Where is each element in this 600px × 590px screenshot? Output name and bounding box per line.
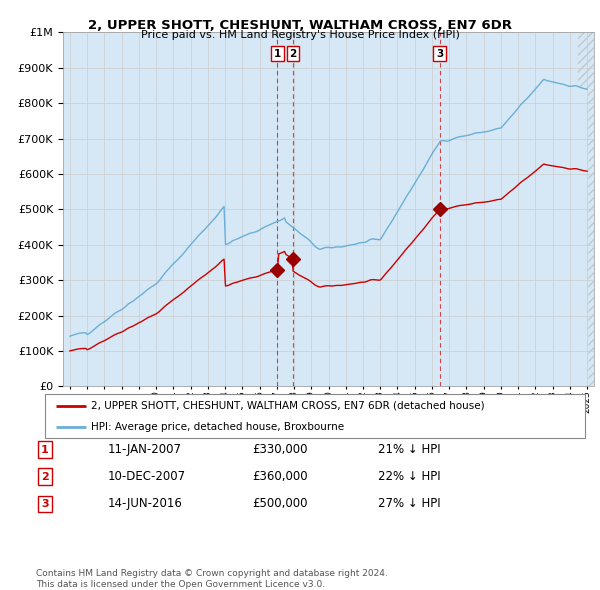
Text: This data is licensed under the Open Government Licence v3.0.: This data is licensed under the Open Gov… — [36, 579, 325, 589]
Text: £500,000: £500,000 — [252, 497, 308, 510]
FancyBboxPatch shape — [45, 394, 585, 438]
Text: 11-JAN-2007: 11-JAN-2007 — [108, 443, 182, 456]
Text: £360,000: £360,000 — [252, 470, 308, 483]
Text: 1: 1 — [274, 49, 281, 58]
Text: 3: 3 — [41, 499, 49, 509]
Text: 2: 2 — [41, 472, 49, 481]
Text: £330,000: £330,000 — [252, 443, 308, 456]
Text: 2: 2 — [290, 49, 297, 58]
Text: 27% ↓ HPI: 27% ↓ HPI — [378, 497, 440, 510]
Text: 2, UPPER SHOTT, CHESHUNT, WALTHAM CROSS, EN7 6DR: 2, UPPER SHOTT, CHESHUNT, WALTHAM CROSS,… — [88, 19, 512, 32]
Text: 22% ↓ HPI: 22% ↓ HPI — [378, 470, 440, 483]
Text: 10-DEC-2007: 10-DEC-2007 — [108, 470, 186, 483]
Text: 21% ↓ HPI: 21% ↓ HPI — [378, 443, 440, 456]
Text: HPI: Average price, detached house, Broxbourne: HPI: Average price, detached house, Brox… — [91, 422, 344, 432]
Text: 3: 3 — [436, 49, 443, 58]
Text: 1: 1 — [41, 445, 49, 454]
Text: Price paid vs. HM Land Registry's House Price Index (HPI): Price paid vs. HM Land Registry's House … — [140, 30, 460, 40]
Text: 2, UPPER SHOTT, CHESHUNT, WALTHAM CROSS, EN7 6DR (detached house): 2, UPPER SHOTT, CHESHUNT, WALTHAM CROSS,… — [91, 401, 485, 411]
Text: 14-JUN-2016: 14-JUN-2016 — [108, 497, 183, 510]
Text: Contains HM Land Registry data © Crown copyright and database right 2024.: Contains HM Land Registry data © Crown c… — [36, 569, 388, 578]
